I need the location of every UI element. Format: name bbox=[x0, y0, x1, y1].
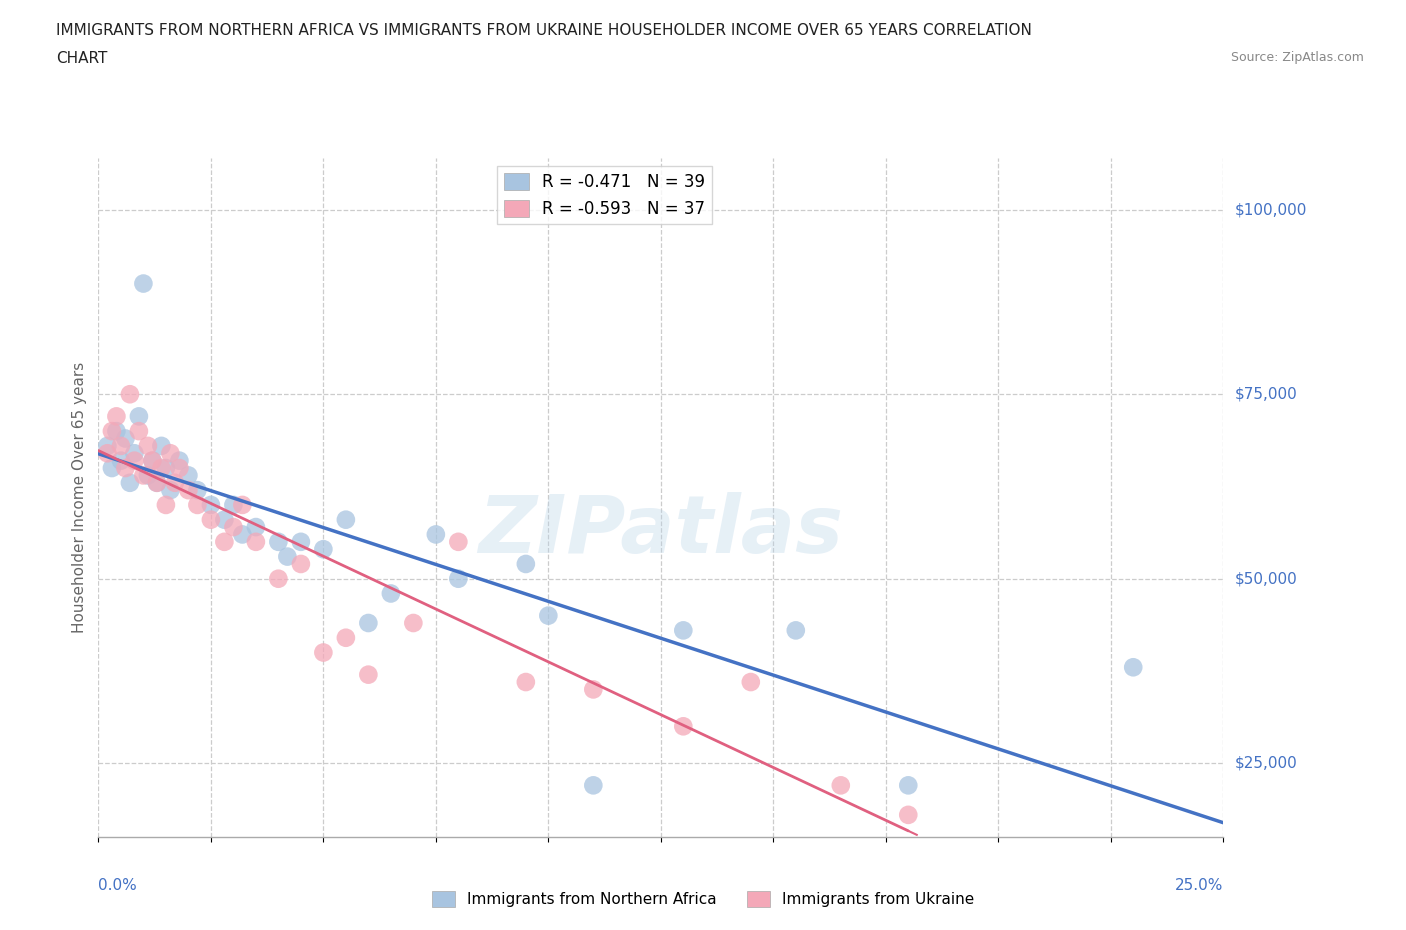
Point bbox=[276, 549, 298, 564]
Point bbox=[231, 498, 253, 512]
Point bbox=[312, 645, 335, 660]
Point bbox=[110, 438, 132, 453]
Text: $75,000: $75,000 bbox=[1234, 387, 1298, 402]
Point bbox=[155, 498, 177, 512]
Point bbox=[200, 498, 222, 512]
Point bbox=[357, 616, 380, 631]
Point bbox=[141, 453, 163, 468]
Point bbox=[124, 453, 146, 468]
Point bbox=[245, 535, 267, 550]
Point bbox=[672, 623, 695, 638]
Point bbox=[136, 438, 159, 453]
Point bbox=[267, 535, 290, 550]
Point bbox=[163, 475, 186, 490]
Point bbox=[186, 498, 208, 512]
Point bbox=[159, 483, 181, 498]
Point bbox=[335, 631, 357, 645]
Point bbox=[146, 475, 169, 490]
Point bbox=[150, 438, 173, 453]
Point bbox=[214, 535, 236, 550]
Point bbox=[222, 520, 245, 535]
Point bbox=[105, 424, 128, 439]
Point bbox=[155, 460, 177, 475]
Point bbox=[186, 483, 208, 498]
Text: Source: ZipAtlas.com: Source: ZipAtlas.com bbox=[1230, 51, 1364, 64]
Point bbox=[582, 682, 605, 697]
Point bbox=[402, 616, 425, 631]
Point bbox=[114, 460, 136, 475]
Point bbox=[245, 520, 267, 535]
Point bbox=[335, 512, 357, 527]
Point bbox=[159, 445, 181, 460]
Point bbox=[897, 807, 920, 822]
Point bbox=[897, 777, 920, 792]
Point bbox=[124, 445, 146, 460]
Point bbox=[312, 542, 335, 557]
Point bbox=[1122, 660, 1144, 675]
Point bbox=[114, 432, 136, 446]
Legend: Immigrants from Northern Africa, Immigrants from Ukraine: Immigrants from Northern Africa, Immigra… bbox=[426, 884, 980, 913]
Text: 0.0%: 0.0% bbox=[98, 878, 138, 893]
Point bbox=[357, 667, 380, 682]
Point bbox=[222, 498, 245, 512]
Point bbox=[96, 445, 118, 460]
Point bbox=[425, 527, 447, 542]
Point bbox=[214, 512, 236, 527]
Text: $100,000: $100,000 bbox=[1234, 202, 1306, 218]
Point bbox=[672, 719, 695, 734]
Point bbox=[128, 424, 150, 439]
Point bbox=[582, 777, 605, 792]
Point bbox=[132, 276, 155, 291]
Point bbox=[105, 409, 128, 424]
Text: $50,000: $50,000 bbox=[1234, 571, 1298, 586]
Point bbox=[132, 468, 155, 483]
Point bbox=[96, 438, 118, 453]
Point bbox=[830, 777, 852, 792]
Point bbox=[447, 535, 470, 550]
Text: IMMIGRANTS FROM NORTHERN AFRICA VS IMMIGRANTS FROM UKRAINE HOUSEHOLDER INCOME OV: IMMIGRANTS FROM NORTHERN AFRICA VS IMMIG… bbox=[56, 23, 1032, 38]
Point bbox=[290, 556, 312, 571]
Point bbox=[200, 512, 222, 527]
Point bbox=[537, 608, 560, 623]
Point bbox=[267, 571, 290, 586]
Point bbox=[101, 460, 124, 475]
Text: $25,000: $25,000 bbox=[1234, 756, 1298, 771]
Point bbox=[110, 453, 132, 468]
Point bbox=[101, 424, 124, 439]
Point bbox=[177, 468, 200, 483]
Point bbox=[515, 674, 537, 689]
Point bbox=[169, 453, 191, 468]
Text: CHART: CHART bbox=[56, 51, 108, 66]
Point bbox=[380, 586, 402, 601]
Point bbox=[177, 483, 200, 498]
Point bbox=[128, 409, 150, 424]
Point bbox=[515, 556, 537, 571]
Point bbox=[118, 475, 141, 490]
Point bbox=[169, 460, 191, 475]
Point bbox=[231, 527, 253, 542]
Text: ZIPatlas: ZIPatlas bbox=[478, 493, 844, 570]
Point bbox=[118, 387, 141, 402]
Point bbox=[141, 453, 163, 468]
Point bbox=[447, 571, 470, 586]
Point bbox=[146, 475, 169, 490]
Point bbox=[290, 535, 312, 550]
Y-axis label: Householder Income Over 65 years: Householder Income Over 65 years bbox=[72, 362, 87, 633]
Text: 25.0%: 25.0% bbox=[1175, 878, 1223, 893]
Point bbox=[785, 623, 807, 638]
Point bbox=[740, 674, 762, 689]
Point bbox=[150, 460, 173, 475]
Point bbox=[136, 468, 159, 483]
Legend: R = -0.471   N = 39, R = -0.593   N = 37: R = -0.471 N = 39, R = -0.593 N = 37 bbox=[498, 166, 711, 224]
